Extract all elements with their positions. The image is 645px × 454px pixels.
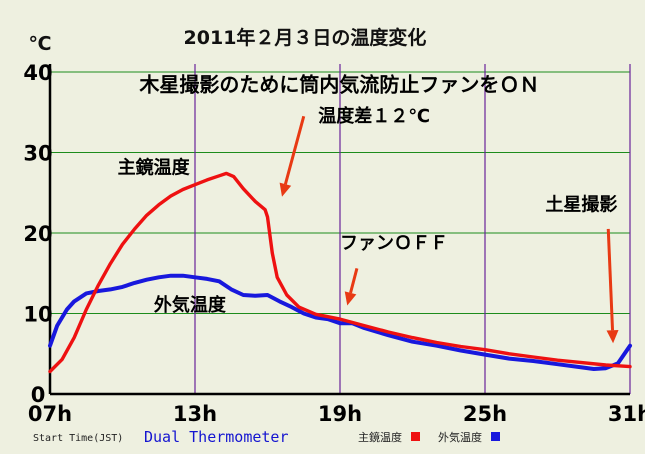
legend-swatch: [411, 432, 420, 441]
annotation-text: 木星撮影のために筒内気流防止ファンをＯＮ: [138, 72, 539, 96]
grid: [48, 64, 631, 396]
series-line-main-mirror: [48, 171, 632, 374]
x-tick-label: 19h: [318, 402, 362, 426]
y-tick-label: 10: [23, 303, 52, 327]
annotation-arrow-head: [606, 330, 619, 344]
legend-swatch: [491, 432, 500, 441]
x-tick-label: 13h: [173, 402, 217, 426]
legend: 主鏡温度 外気温度: [358, 430, 500, 444]
x-tick-label: 25h: [463, 402, 507, 426]
y-tick-label: 40: [23, 61, 52, 85]
legend-label: 主鏡温度: [358, 430, 402, 444]
annotation-arrow-shaft: [349, 268, 359, 294]
x-tick-label: 07h: [28, 402, 72, 426]
unit-label: ℃: [28, 33, 51, 55]
start-time-label: Start Time(JST): [33, 433, 123, 444]
annotation-text: 土星撮影: [545, 193, 617, 215]
y-tick-label: 30: [23, 142, 52, 166]
annotation-text: 外気温度: [154, 294, 227, 316]
app-name: Dual Thermometer: [144, 428, 289, 446]
annotation-text: ファンＯＦＦ: [340, 233, 448, 254]
tick-labels: 0 10 20 30 40 07h 13h 19h 25h 31h: [23, 61, 645, 426]
annotation-text: 主鏡温度: [118, 156, 191, 178]
plot-area: [48, 171, 632, 374]
annotation-arrow-head: [279, 182, 292, 197]
legend-label: 外気温度: [438, 430, 482, 444]
y-tick-label: 0: [31, 383, 46, 407]
annotation-arrow-head: [344, 291, 357, 306]
footer: Start Time(JST) Dual Thermometer 主鏡温度 外気温…: [33, 428, 500, 446]
y-tick-label: 20: [23, 222, 52, 246]
chart-title: 2011年２月３日の温度変化: [184, 26, 427, 49]
annotation-arrow-shaft: [283, 115, 306, 185]
x-tick-label: 31h: [608, 402, 645, 426]
annotation-text: 温度差１２℃: [318, 105, 430, 127]
series-line-outside-air: [48, 273, 632, 371]
annotation-arrow-shaft: [606, 228, 615, 331]
